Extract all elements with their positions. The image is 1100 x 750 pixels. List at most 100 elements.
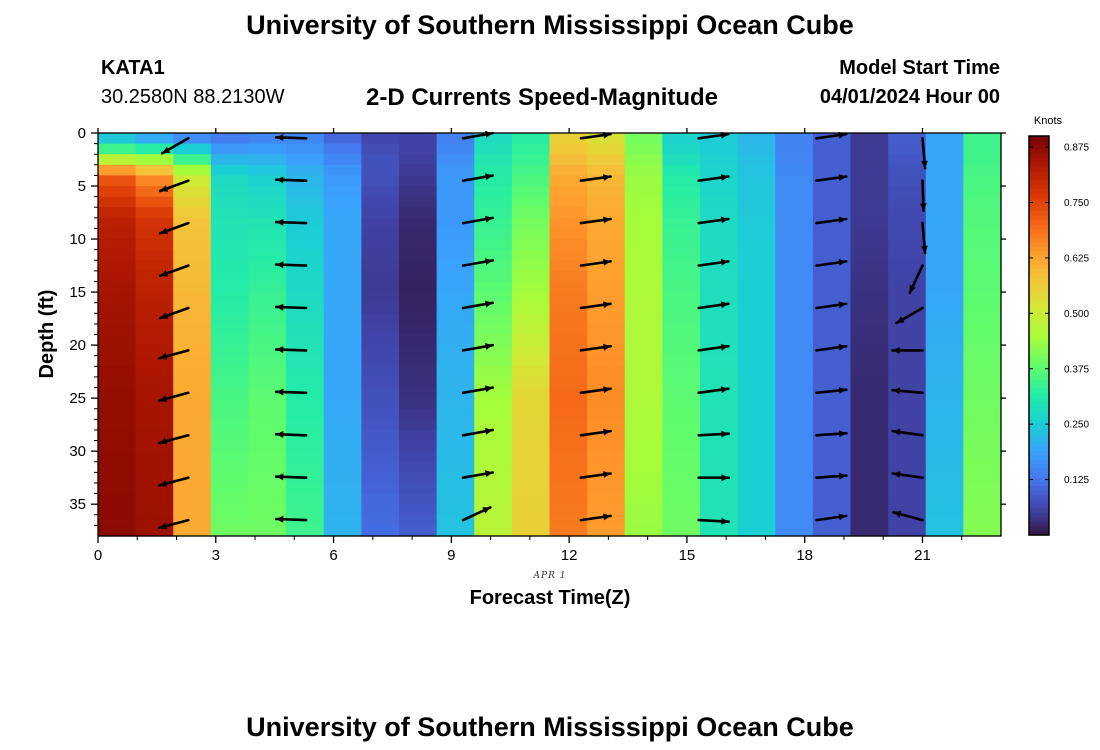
heatmap-cell xyxy=(587,239,626,251)
heatmap-cell xyxy=(587,429,626,442)
heatmap-cell xyxy=(210,133,250,145)
heatmap-cell xyxy=(474,440,513,452)
current-vector xyxy=(697,174,730,182)
colorbar-segment xyxy=(1029,175,1049,181)
heatmap-cell xyxy=(436,376,475,389)
heatmap-cell xyxy=(173,313,212,325)
heatmap-cell xyxy=(700,239,739,251)
heatmap-cell xyxy=(549,239,588,251)
heatmap-cell xyxy=(248,451,287,463)
heatmap-cell xyxy=(587,398,626,410)
heatmap-cell xyxy=(963,186,1002,198)
heatmap-cell xyxy=(624,196,663,208)
heatmap-cell xyxy=(98,302,137,314)
heatmap-cell xyxy=(323,408,362,420)
heatmap-cell xyxy=(436,175,475,187)
heatmap-cell xyxy=(624,239,663,251)
heatmap-cell xyxy=(549,196,588,208)
heatmap-cell xyxy=(850,472,889,484)
heatmap-cell xyxy=(587,493,626,505)
heatmap-cell xyxy=(248,133,287,145)
heatmap-cell xyxy=(135,387,174,399)
heatmap-cell xyxy=(587,345,626,357)
heatmap-cell xyxy=(474,334,513,346)
heatmap-cell xyxy=(662,419,701,431)
heatmap-cell xyxy=(587,376,626,389)
heatmap-cell xyxy=(436,133,475,145)
colorbar-segment xyxy=(1029,508,1049,514)
heatmap-cell xyxy=(135,334,174,346)
heatmap-cell xyxy=(963,143,1002,155)
heatmap-cell xyxy=(737,228,776,240)
heatmap-cell xyxy=(624,292,663,304)
heatmap-cell xyxy=(361,281,400,293)
heatmap-cell xyxy=(624,164,663,177)
heatmap-cell xyxy=(925,525,964,537)
heatmap-cell xyxy=(98,270,137,283)
heatmap-cell xyxy=(135,249,174,261)
current-vector xyxy=(579,343,612,352)
heatmap-cell xyxy=(511,239,551,251)
colorbar-segment xyxy=(1029,512,1049,518)
heatmap-cell xyxy=(98,133,137,145)
colorbar-segment xyxy=(1029,286,1049,292)
heatmap-cell xyxy=(662,461,701,473)
heatmap-cell xyxy=(286,143,325,155)
heatmap-cell xyxy=(135,366,174,378)
heatmap-cell xyxy=(361,175,400,187)
heatmap-cell xyxy=(662,186,701,198)
heatmap-cell xyxy=(210,482,250,495)
current-vector xyxy=(815,430,848,438)
heatmap-cell xyxy=(775,334,814,346)
current-vector xyxy=(895,306,924,325)
heatmap-cell xyxy=(963,175,1002,187)
heatmap-cell xyxy=(286,440,325,452)
heatmap-cell xyxy=(775,472,814,484)
colorbar-segment xyxy=(1029,397,1049,403)
heatmap-cell xyxy=(361,419,400,431)
heatmap-cell xyxy=(399,154,438,166)
heatmap-cell xyxy=(700,313,739,325)
heatmap-cell xyxy=(963,249,1002,261)
heatmap-cell xyxy=(511,143,551,155)
heatmap-cell xyxy=(436,451,475,463)
heatmap-cell xyxy=(812,472,852,484)
heatmap-cell xyxy=(511,514,551,526)
current-vector xyxy=(274,473,308,481)
heatmap-cell xyxy=(963,164,1002,177)
heatmap-cell xyxy=(624,133,663,145)
heatmap-cell xyxy=(436,196,475,208)
heatmap-cell xyxy=(323,175,362,187)
heatmap-cell xyxy=(399,376,438,389)
heatmap-cell xyxy=(888,270,927,283)
heatmap-cell xyxy=(173,175,212,187)
heatmap-cell xyxy=(888,217,927,230)
heatmap-cell xyxy=(775,228,814,240)
heatmap-cell xyxy=(361,207,400,219)
current-vector xyxy=(579,428,612,437)
heatmap-cell xyxy=(248,419,287,431)
heatmap-cell xyxy=(474,514,513,526)
heatmap-cell xyxy=(361,260,400,272)
heatmap-cell xyxy=(210,281,250,293)
current-vector xyxy=(579,471,612,480)
heatmap-cell xyxy=(135,345,174,357)
heatmap-cell xyxy=(812,217,852,230)
heatmap-cell xyxy=(888,461,927,473)
heatmap-cell xyxy=(587,260,626,272)
colorbar-segment xyxy=(1029,308,1049,314)
heatmap-cell xyxy=(361,493,400,505)
heatmap-cell xyxy=(436,270,475,283)
heatmap-cell xyxy=(474,143,513,155)
current-vector xyxy=(815,387,848,395)
heatmap-cell xyxy=(474,270,513,283)
heatmap-cell xyxy=(700,164,739,177)
heatmap-cell xyxy=(436,429,475,442)
heatmap-cell xyxy=(474,429,513,442)
heatmap-cell xyxy=(98,504,137,516)
heatmap-cell xyxy=(248,164,287,177)
heatmap-cell xyxy=(963,355,1002,367)
heatmap-cell xyxy=(700,281,739,293)
x-tick-label: 12 xyxy=(561,547,578,564)
heatmap-cell xyxy=(925,482,964,495)
